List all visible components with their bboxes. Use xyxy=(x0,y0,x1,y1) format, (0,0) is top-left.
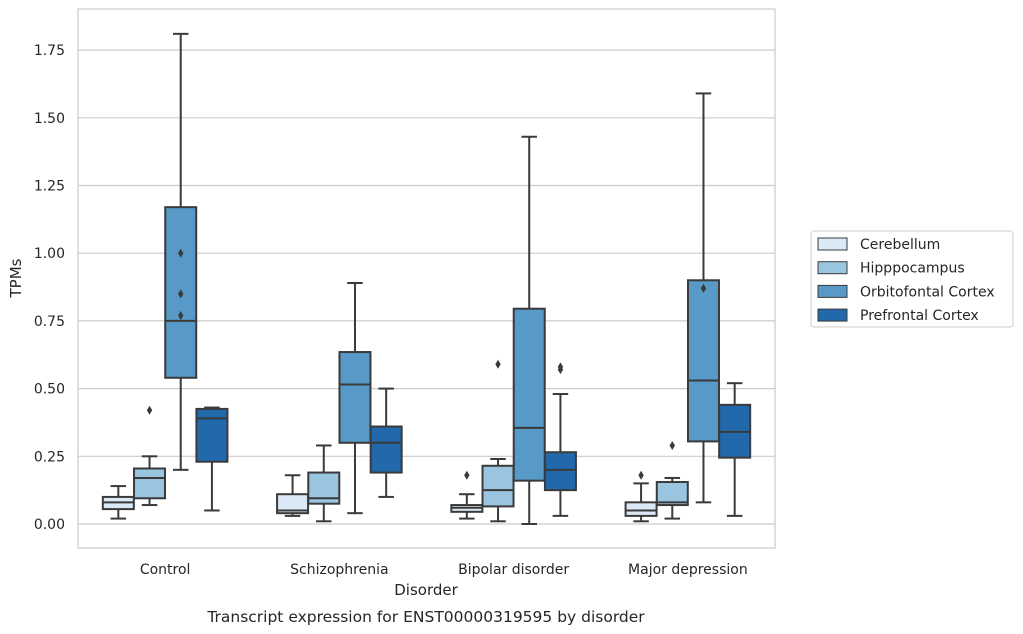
legend-label: Prefrontal Cortex xyxy=(860,308,979,324)
y-axis-label: TPMs xyxy=(7,258,25,298)
box-iqr xyxy=(655,481,689,507)
outlier-point xyxy=(464,470,470,480)
box-iqr xyxy=(686,279,720,443)
x-tick-label: Schizophrenia xyxy=(290,562,388,578)
x-tick-label: Major depression xyxy=(628,562,748,578)
box-bipolar-disorder-hipppocampus xyxy=(481,359,515,523)
box-major-depression-hipppocampus xyxy=(655,440,689,520)
x-tick-label: Bipolar disorder xyxy=(458,562,569,578)
y-tick-label: 1.00 xyxy=(34,246,65,262)
box-bipolar-disorder-prefrontal-cortex xyxy=(543,362,577,517)
box-schizophrenia-orbitofontal-cortex xyxy=(338,281,372,515)
box-major-depression-orbitofontal-cortex xyxy=(686,92,720,504)
outlier-point xyxy=(638,470,644,480)
legend: Cerebellum Hipppocampus Orbitofontal Corte… xyxy=(810,230,1014,328)
legend-swatch xyxy=(817,308,848,322)
y-tick-labels: 0.00 0.25 0.50 0.75 1.00 1.25 1.50 1.75 xyxy=(34,43,65,533)
box-control-hipppocampus xyxy=(133,405,167,507)
y-tick-label: 1.25 xyxy=(34,179,65,195)
legend-label: Hipppocampus xyxy=(860,261,965,277)
legend-swatch xyxy=(817,237,848,251)
box-series-group xyxy=(101,32,752,525)
x-axis-label: Disorder xyxy=(394,581,458,599)
legend-swatch xyxy=(817,284,848,298)
box-control-cerebellum xyxy=(101,485,135,520)
outlier-point xyxy=(178,310,184,320)
box-control-orbitofontal-cortex xyxy=(164,32,198,471)
outlier-point xyxy=(669,440,675,450)
box-bipolar-disorder-orbitofontal-cortex xyxy=(512,135,546,525)
y-tick-label: 0.75 xyxy=(34,314,65,330)
box-control-prefrontal-cortex xyxy=(195,406,229,512)
box-bipolar-disorder-cerebellum xyxy=(450,470,484,520)
box-iqr xyxy=(133,467,167,500)
box-iqr xyxy=(338,351,372,444)
legend-frame xyxy=(810,230,1014,328)
box-schizophrenia-prefrontal-cortex xyxy=(369,387,403,498)
outlier-point xyxy=(178,248,184,258)
box-iqr xyxy=(512,307,546,482)
legend-label: Cerebellum xyxy=(860,237,940,253)
box-schizophrenia-hipppocampus xyxy=(307,444,341,523)
outlier-point xyxy=(495,359,501,369)
outlier-point xyxy=(146,405,153,415)
chart-caption: Transcript expression for ENST0000031959… xyxy=(206,608,645,626)
y-tick-label: 0.50 xyxy=(34,382,65,398)
y-tick-label: 1.50 xyxy=(34,111,65,127)
y-tick-label: 0.00 xyxy=(34,517,65,533)
box-major-depression-cerebellum xyxy=(624,470,658,523)
box-major-depression-prefrontal-cortex xyxy=(718,382,752,517)
outlier-point xyxy=(700,283,707,293)
legend-swatch xyxy=(817,261,848,275)
box-iqr xyxy=(369,425,403,474)
box-iqr xyxy=(481,464,515,508)
box-iqr xyxy=(195,407,229,463)
outlier-point xyxy=(178,289,184,299)
legend-label: Orbitofontal Cortex xyxy=(860,284,995,300)
x-tick-label: Control xyxy=(140,562,191,578)
plot-area-frame xyxy=(77,8,776,549)
outlier-point xyxy=(557,365,564,375)
box-iqr xyxy=(624,501,658,517)
box-iqr xyxy=(543,451,577,492)
y-tick-label: 1.75 xyxy=(34,43,65,59)
y-tick-label: 0.25 xyxy=(34,449,65,465)
x-tick-labels: Control Schizophrenia Bipolar disorder Majo… xyxy=(140,562,748,578)
